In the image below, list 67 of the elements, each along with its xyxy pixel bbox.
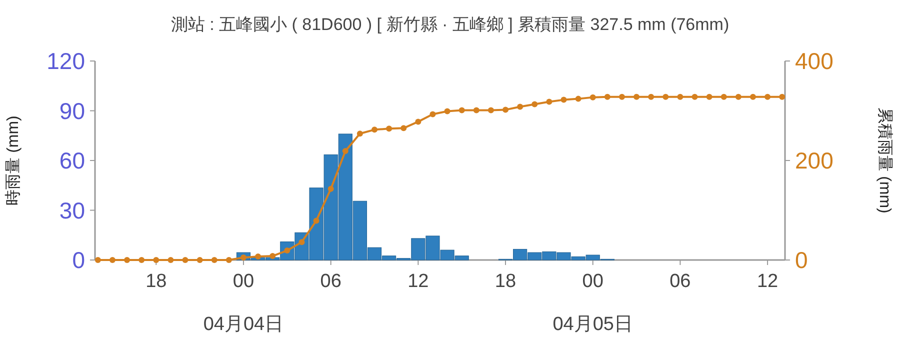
- point: [502, 106, 509, 113]
- x-tick-label: 06: [320, 271, 342, 292]
- y2-tick-label: 200: [795, 148, 834, 174]
- point: [692, 94, 698, 100]
- point: [255, 254, 262, 260]
- point: [532, 101, 538, 108]
- point: [706, 94, 712, 100]
- point: [662, 94, 669, 100]
- point: [560, 96, 567, 103]
- point: [313, 218, 320, 224]
- chart-title: 測站 : 五峰國小 ( 81D600 ) [ 新竹縣 · 五峰鄉 ] 累積雨量 327.5 mm (76mm): [170, 15, 730, 34]
- text: 04月05日: [552, 314, 633, 335]
- x-tick-label: 12: [756, 271, 778, 292]
- point: [109, 257, 116, 263]
- point: [211, 257, 218, 263]
- point: [546, 98, 552, 105]
- point: [575, 96, 582, 102]
- y-tick-label: 120: [46, 48, 85, 74]
- point: [488, 107, 494, 114]
- point: [270, 253, 276, 260]
- y2-tick-label: 400: [795, 48, 834, 74]
- y-tick-label: 60: [59, 148, 85, 174]
- point: [590, 94, 596, 100]
- point: [430, 111, 436, 118]
- point: [750, 94, 756, 100]
- point: [94, 257, 101, 263]
- point: [124, 257, 130, 263]
- point: [648, 94, 654, 100]
- point: [764, 94, 771, 100]
- x-tick-label: 18: [146, 271, 167, 292]
- point: [779, 94, 786, 100]
- y-tick-label: 0: [72, 247, 85, 273]
- y-axis-title: 時雨量 (mm): [4, 116, 22, 206]
- point: [153, 257, 160, 263]
- point: [517, 104, 524, 110]
- point: [356, 130, 363, 137]
- point: [720, 94, 727, 100]
- point: [444, 108, 450, 114]
- x-tick-label: 12: [408, 271, 429, 292]
- point: [138, 257, 145, 263]
- point: [371, 126, 378, 133]
- x-tick-label: 18: [494, 271, 516, 292]
- point: [196, 257, 203, 263]
- point: [458, 107, 465, 114]
- point: [342, 148, 348, 154]
- text: 04月04日: [203, 314, 284, 335]
- point: [182, 257, 188, 263]
- point: [735, 94, 742, 100]
- point: [415, 118, 422, 125]
- point: [168, 257, 174, 263]
- point: [226, 257, 232, 263]
- point: [604, 94, 610, 100]
- x-tick-label: 06: [670, 271, 691, 292]
- x-tick-label: 00: [582, 271, 604, 292]
- point: [328, 186, 334, 192]
- point: [473, 107, 480, 114]
- y-tick-label: 90: [59, 98, 85, 124]
- y2-axis-title: 累積雨量 (mm): [876, 108, 893, 214]
- point: [634, 94, 640, 100]
- point: [400, 125, 407, 132]
- point: [618, 94, 625, 100]
- y-tick-label: 30: [59, 197, 85, 224]
- point: [298, 239, 305, 246]
- y2-tick-label: 0: [795, 247, 808, 273]
- x-tick-label: 00: [232, 271, 254, 292]
- point: [386, 126, 392, 132]
- point: [677, 94, 684, 100]
